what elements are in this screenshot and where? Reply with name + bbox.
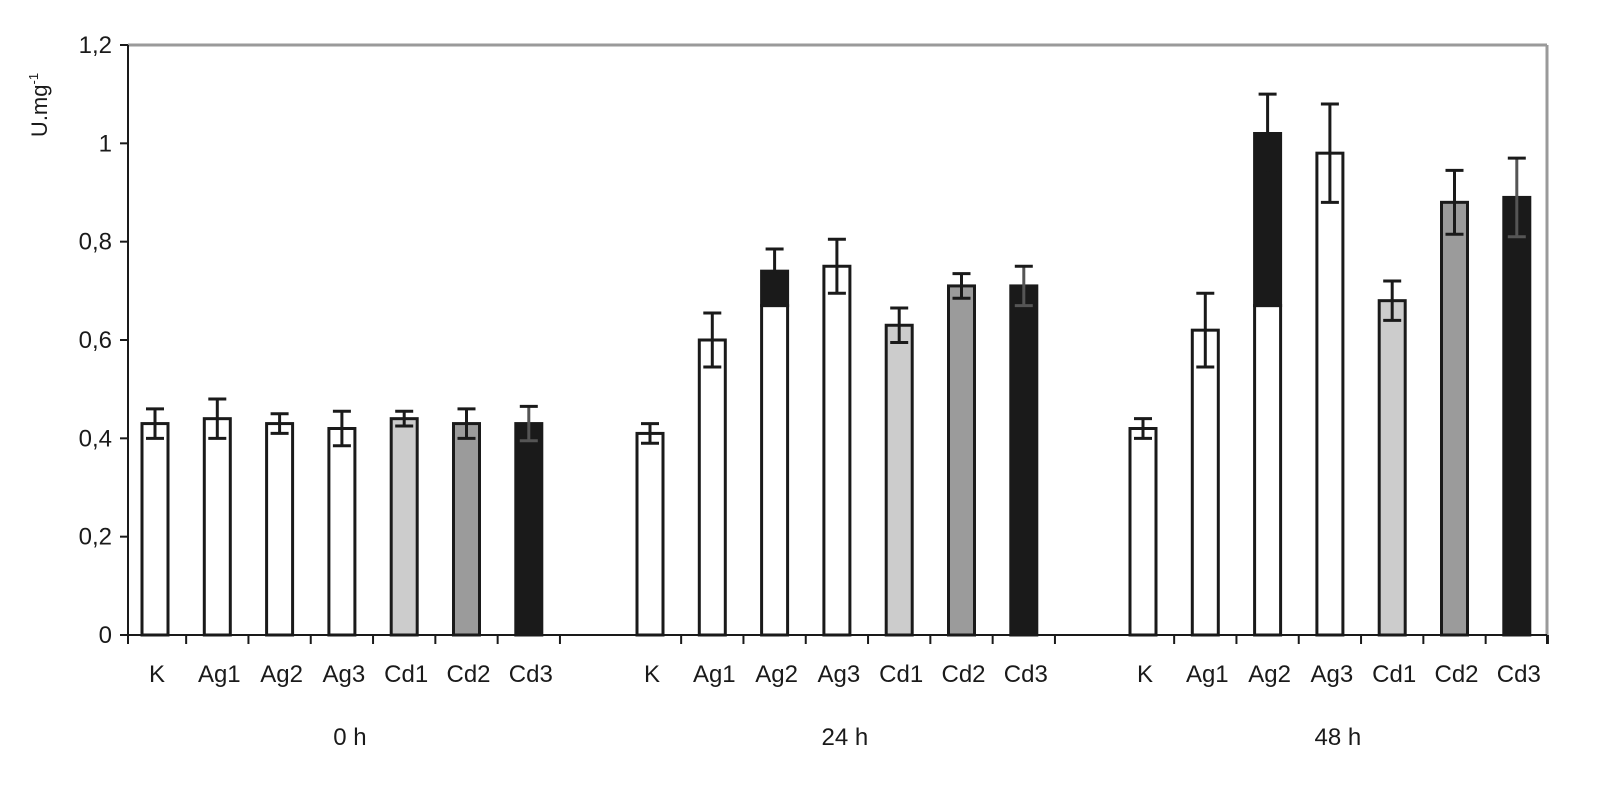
y-tick-label: 1 bbox=[99, 130, 112, 157]
x-category-label: Cd2 bbox=[1434, 661, 1478, 688]
y-tick-label: 0,4 bbox=[79, 425, 112, 452]
bar bbox=[1502, 195, 1532, 637]
bar bbox=[697, 338, 727, 637]
bar bbox=[265, 422, 295, 637]
x-category-label: Cd2 bbox=[446, 661, 490, 688]
x-category-label: Cd1 bbox=[384, 661, 428, 688]
y-tick-label: 0,2 bbox=[79, 524, 112, 551]
x-category-label: Ag3 bbox=[323, 661, 366, 688]
bar bbox=[202, 417, 232, 637]
x-category-label: Ag3 bbox=[1311, 661, 1354, 688]
bar bbox=[1377, 299, 1407, 637]
x-category-label: Ag2 bbox=[260, 661, 303, 688]
x-category-label: Ag1 bbox=[198, 661, 241, 688]
x-category-label: Cd1 bbox=[1372, 661, 1416, 688]
bar bbox=[947, 284, 976, 637]
bar-lower-white bbox=[1253, 304, 1283, 637]
bar bbox=[389, 417, 419, 637]
x-category-label: Cd3 bbox=[509, 661, 553, 688]
y-axis-label-exponent: -1 bbox=[26, 73, 41, 85]
bar bbox=[514, 422, 544, 637]
y-axis-label-unit: U.mg bbox=[27, 85, 52, 138]
bar bbox=[635, 431, 665, 637]
x-category-label: Cd3 bbox=[1004, 661, 1048, 688]
bar bbox=[1315, 151, 1345, 637]
x-group-label: 24 h bbox=[822, 724, 869, 751]
x-category-label: Ag2 bbox=[1248, 661, 1291, 688]
y-tick-label: 0,8 bbox=[79, 229, 112, 256]
bar bbox=[822, 264, 852, 637]
bar bbox=[884, 323, 914, 637]
bar bbox=[1190, 328, 1220, 637]
bar bbox=[1128, 427, 1158, 637]
y-axis-label: U.mg-1 bbox=[26, 73, 52, 137]
bar bbox=[140, 422, 170, 637]
x-category-label: K bbox=[149, 661, 165, 688]
y-tick-label: 1,2 bbox=[79, 32, 112, 59]
bar bbox=[1009, 284, 1039, 637]
x-category-label: K bbox=[1137, 661, 1153, 688]
x-group-label: 0 h bbox=[333, 724, 366, 751]
x-category-label: Cd2 bbox=[941, 661, 985, 688]
x-category-label: K bbox=[644, 661, 660, 688]
x-category-label: Cd1 bbox=[879, 661, 923, 688]
x-category-label: Ag1 bbox=[693, 661, 736, 688]
x-category-label: Ag3 bbox=[818, 661, 861, 688]
x-group-label: 48 h bbox=[1315, 724, 1362, 751]
bar bbox=[452, 422, 481, 637]
bar-lower-white bbox=[760, 304, 790, 637]
y-tick-label: 0 bbox=[99, 622, 112, 649]
x-category-label: Ag1 bbox=[1186, 661, 1229, 688]
x-category-label: Cd3 bbox=[1497, 661, 1541, 688]
y-tick-label: 0,6 bbox=[79, 327, 112, 354]
x-category-label: Ag2 bbox=[755, 661, 798, 688]
bar bbox=[1440, 200, 1469, 637]
bar bbox=[327, 427, 357, 637]
